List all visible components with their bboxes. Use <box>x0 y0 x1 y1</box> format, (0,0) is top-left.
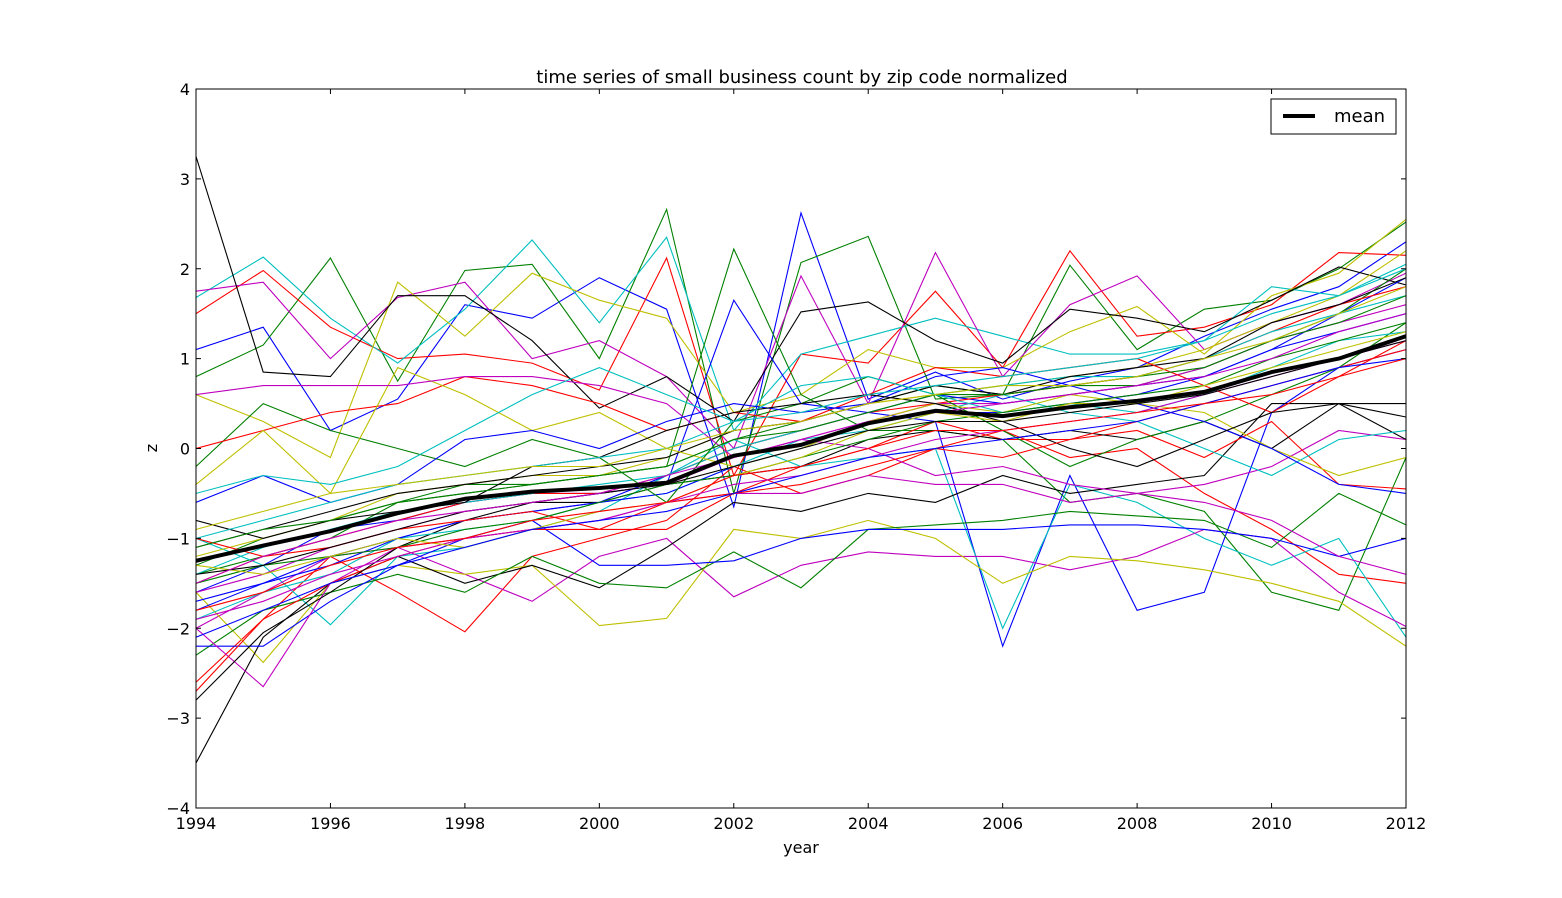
series-line-15 <box>196 492 1406 656</box>
y-tick-label--4: −4 <box>166 799 190 818</box>
series-lines <box>196 156 1406 764</box>
y-tick-label-4: 4 <box>180 80 190 99</box>
mean-line-group <box>196 334 1406 563</box>
series-line-2 <box>196 207 1406 496</box>
y-tick-label--3: −3 <box>166 709 190 728</box>
x-tick-label-1994: 1994 <box>176 814 217 833</box>
legend: mean <box>1270 98 1397 135</box>
x-tick-label-2008: 2008 <box>1117 814 1158 833</box>
y-axis-label: z <box>142 444 161 452</box>
x-tick-label-2002: 2002 <box>713 814 754 833</box>
x-tick-label-2004: 2004 <box>848 814 889 833</box>
series-line-43 <box>196 358 1406 611</box>
x-axis-label: year <box>783 838 819 857</box>
legend-label-mean: mean <box>1334 106 1385 127</box>
series-line-39 <box>196 331 1406 575</box>
series-line-41 <box>196 340 1406 575</box>
series-line-7 <box>196 156 1406 423</box>
chart-title: time series of small business count by z… <box>536 67 1067 88</box>
x-tick-label-1996: 1996 <box>310 814 351 833</box>
x-tick-label-2012: 2012 <box>1386 814 1427 833</box>
y-tick-label--2: −2 <box>166 619 190 638</box>
y-tick-label-0: 0 <box>180 440 190 459</box>
y-tick-label-1: 1 <box>180 350 190 369</box>
x-tick-label-2010: 2010 <box>1251 814 1292 833</box>
series-line-46 <box>196 286 1406 530</box>
x-tick-label-1998: 1998 <box>445 814 486 833</box>
series-line-45 <box>196 313 1406 584</box>
series-line-1 <box>196 211 1406 509</box>
x-tick-label-2000: 2000 <box>579 814 620 833</box>
y-tick-label--1: −1 <box>166 529 190 548</box>
x-axis: 1994 1996 1998 2000 2002 2004 2006 2008 2010 2012 <box>176 89 1427 833</box>
series-line-44 <box>196 295 1406 548</box>
y-axis: 4 3 2 1 0 −1 −2 −3 −4 <box>166 80 1406 818</box>
y-tick-label-3: 3 <box>180 170 190 189</box>
x-tick-label-2006: 2006 <box>982 814 1023 833</box>
mean-line <box>196 334 1406 563</box>
y-tick-label-2: 2 <box>180 260 190 279</box>
